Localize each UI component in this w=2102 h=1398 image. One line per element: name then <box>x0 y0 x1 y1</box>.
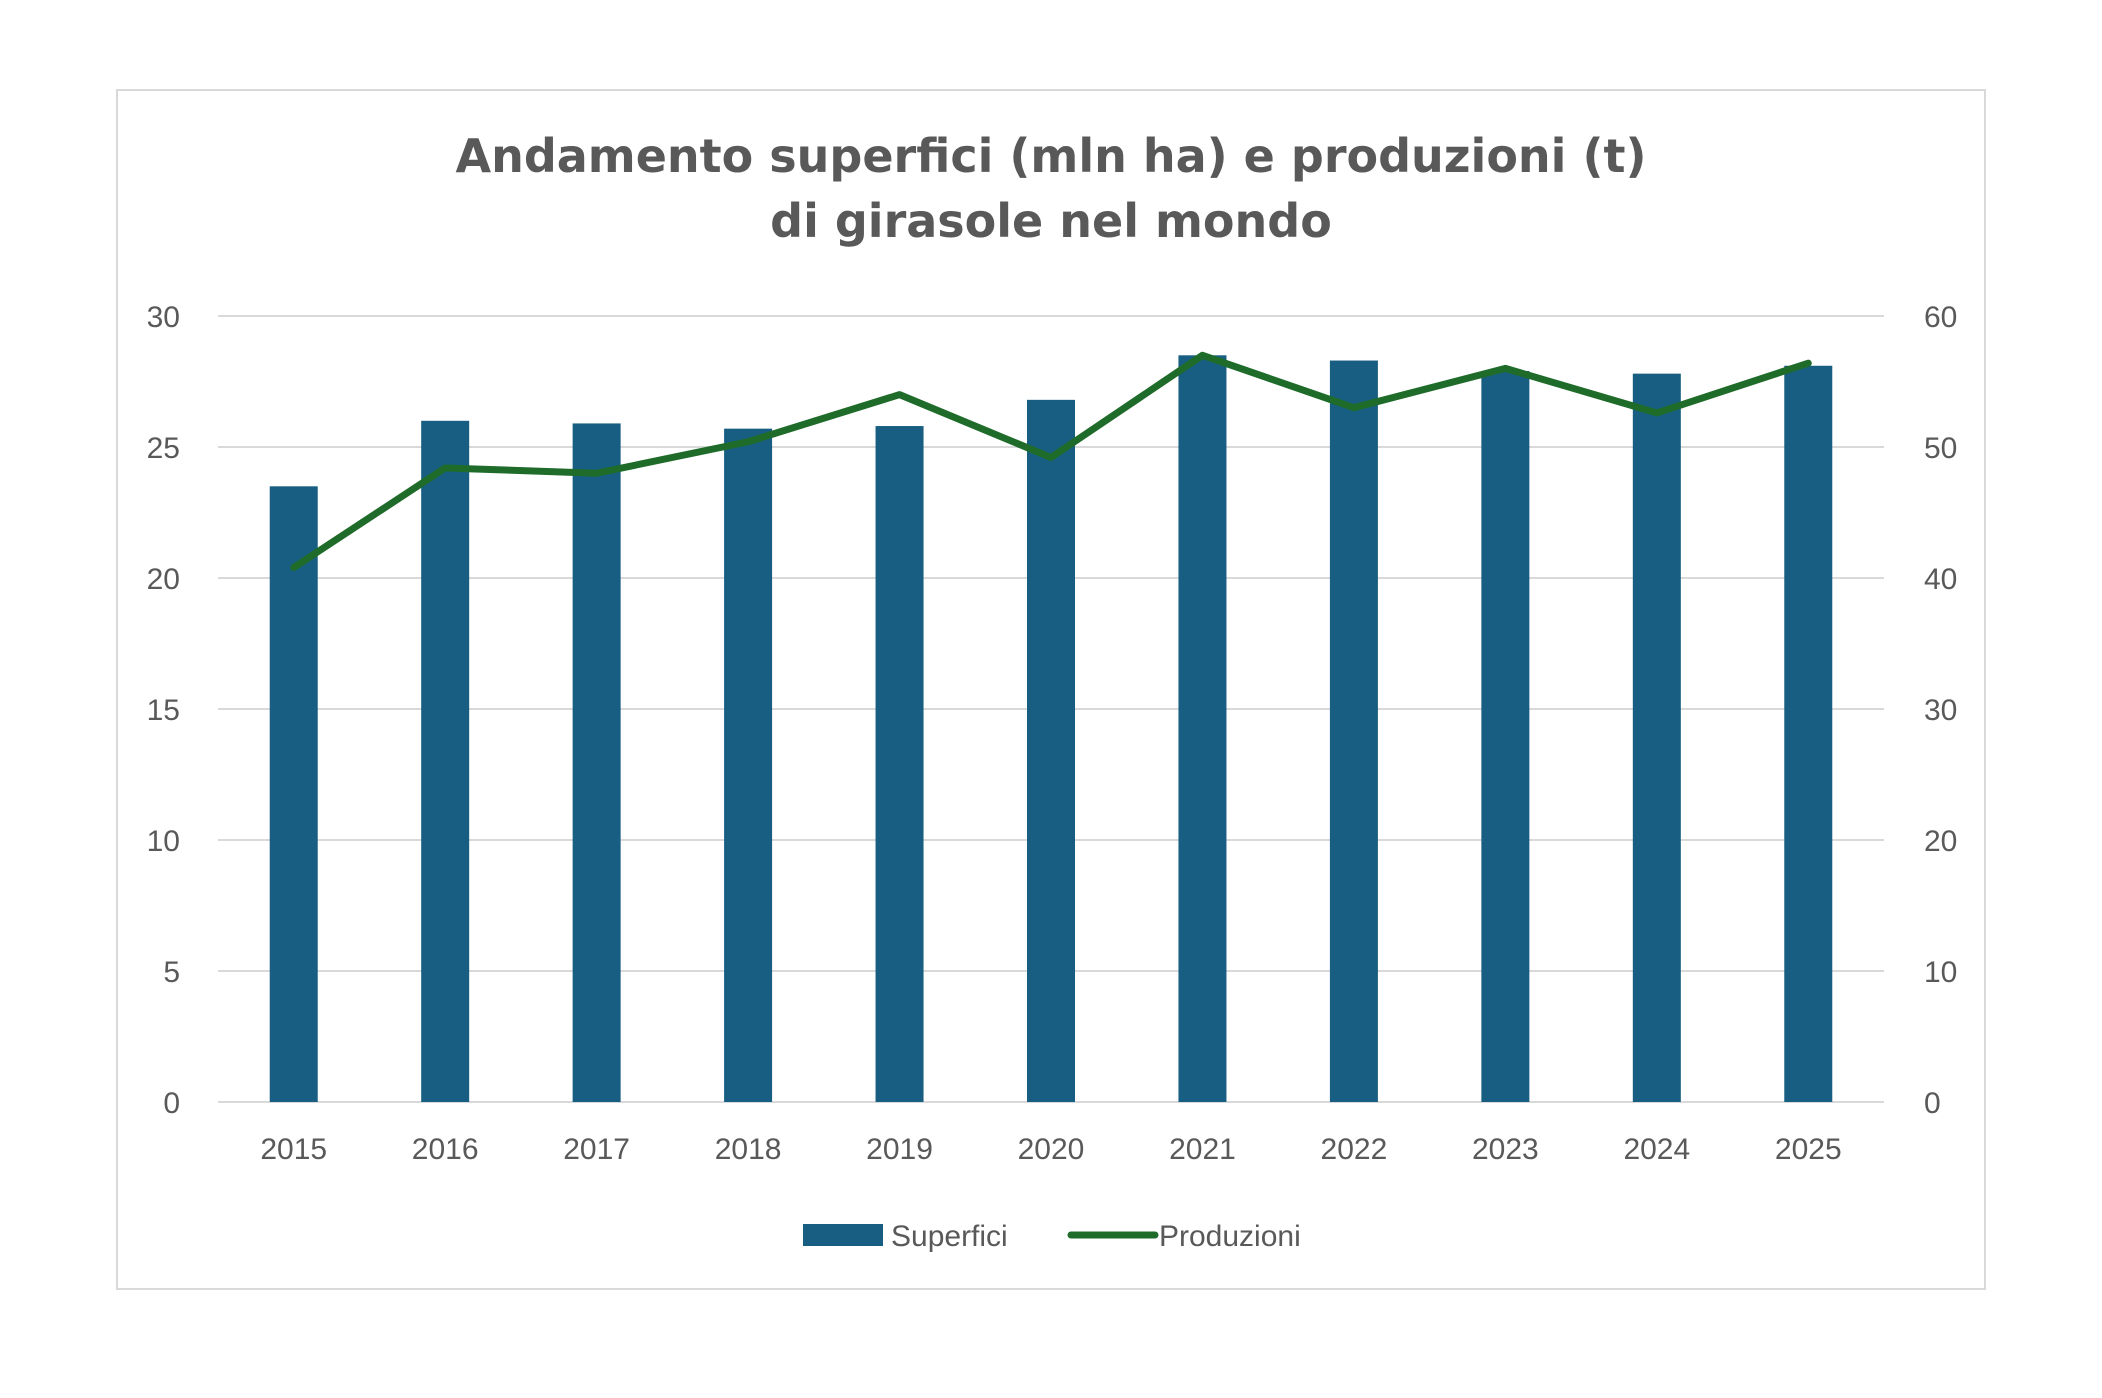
bar-superfici <box>1784 365 1833 1102</box>
point-produzioni <box>1655 411 1658 414</box>
point-produzioni <box>1504 367 1507 370</box>
line-layer <box>290 351 1812 572</box>
point-produzioni <box>292 566 295 569</box>
bar-superfici <box>269 486 318 1102</box>
bar-superfici <box>1329 360 1378 1102</box>
x-tick-label: 2021 <box>1169 1133 1236 1166</box>
point-produzioni <box>595 472 598 475</box>
y-right-tick-label: 60 <box>1924 301 1957 334</box>
bar-superfici <box>421 420 470 1102</box>
y-left-tick-label: 20 <box>147 563 180 596</box>
bar-superfici <box>875 426 924 1102</box>
y-right-tick-label: 10 <box>1924 956 1957 989</box>
legend: Superfici Produzioni <box>803 1220 1301 1253</box>
legend-label-superfici: Superfici <box>891 1220 1008 1253</box>
y-left-tick-label: 5 <box>163 956 180 989</box>
x-tick-label: 2016 <box>412 1133 479 1166</box>
y-left-tick-label: 0 <box>163 1087 180 1120</box>
x-tick-label: 2023 <box>1472 1133 1539 1166</box>
point-produzioni <box>1201 354 1204 357</box>
x-tick-label: 2015 <box>260 1133 327 1166</box>
bar-superfici <box>1178 355 1227 1102</box>
bar-superfici <box>1481 371 1530 1102</box>
legend-label-produzioni: Produzioni <box>1159 1220 1301 1253</box>
point-produzioni <box>1807 362 1810 365</box>
chart-svg: Andamento superfici (mln ha) e produzion… <box>147 129 1958 1253</box>
bar-superfici <box>1632 373 1681 1102</box>
y-right-tick-label: 20 <box>1924 825 1957 858</box>
bar-superfici <box>572 423 621 1102</box>
point-produzioni <box>898 393 901 396</box>
x-tick-label: 2017 <box>563 1133 630 1166</box>
point-produzioni <box>747 440 750 443</box>
y-right-tick-label: 50 <box>1924 432 1957 465</box>
x-tick-label: 2024 <box>1623 1133 1690 1166</box>
y-right-tick-label: 30 <box>1924 694 1957 727</box>
chart-frame: Andamento superfici (mln ha) e produzion… <box>116 89 1986 1290</box>
x-tick-label: 2025 <box>1775 1133 1842 1166</box>
x-tick-label: 2022 <box>1321 1133 1388 1166</box>
bar-superfici <box>724 428 773 1102</box>
y-left-tick-label: 30 <box>147 301 180 334</box>
point-produzioni <box>444 466 447 469</box>
legend-swatch-superfici <box>803 1224 883 1246</box>
x-tick-label: 2020 <box>1018 1133 1085 1166</box>
point-produzioni <box>1050 456 1052 459</box>
bar-superfici <box>1027 399 1075 1103</box>
chart-title-line2: di girasole nel mondo <box>770 194 1332 248</box>
y-right-tick-label: 0 <box>1924 1087 1941 1120</box>
y-left-tick-label: 10 <box>147 825 180 858</box>
bars-layer <box>269 355 1833 1103</box>
point-produzioni <box>1352 406 1355 409</box>
y-right-tick-label: 40 <box>1924 563 1957 596</box>
chart-title-line1: Andamento superfici (mln ha) e produzion… <box>455 129 1646 183</box>
x-tick-label: 2018 <box>715 1133 782 1166</box>
y-left-tick-label: 25 <box>147 432 180 465</box>
y-left-tick-label: 15 <box>147 694 180 727</box>
x-tick-label: 2019 <box>866 1133 933 1166</box>
